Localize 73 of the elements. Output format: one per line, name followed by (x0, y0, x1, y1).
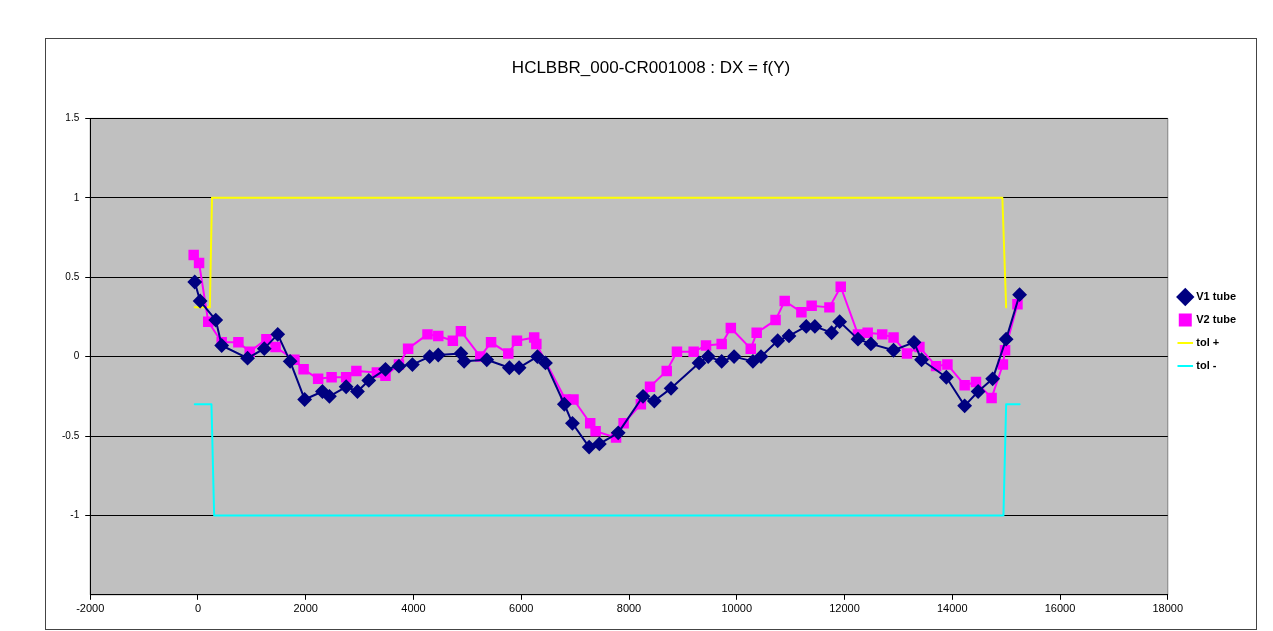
point (257, 341, 272, 356)
x-tick-label: 18000 (1152, 602, 1184, 615)
point (850, 332, 865, 347)
point (832, 314, 847, 329)
point (647, 394, 662, 409)
point (431, 348, 446, 363)
point (405, 357, 420, 372)
point (664, 381, 679, 396)
point (971, 384, 986, 399)
x-tick-label: 16000 (1044, 602, 1076, 615)
point (782, 328, 797, 343)
point (378, 362, 393, 377)
point (907, 335, 922, 350)
point (770, 333, 785, 348)
legend-label: V1 tube (1196, 290, 1236, 303)
point (611, 425, 626, 440)
point (361, 373, 376, 388)
point (479, 352, 494, 367)
point (985, 371, 1000, 386)
y-tick-label: 0 (73, 350, 80, 362)
point (701, 349, 716, 364)
point (208, 313, 223, 328)
point (512, 360, 527, 375)
y-tick-label: 1 (73, 191, 80, 203)
y-tick-label: 0.5 (65, 270, 80, 282)
legend-label: V2 tube (1196, 313, 1236, 326)
point (457, 354, 472, 369)
point (824, 325, 839, 340)
x-tick-label: 6000 (509, 602, 534, 615)
point (193, 294, 208, 309)
x-tick-label: 14000 (936, 602, 968, 615)
point (339, 379, 354, 394)
point (530, 349, 545, 364)
legend-label: tol + (1196, 336, 1220, 349)
point (939, 370, 954, 385)
point (914, 352, 929, 367)
point (350, 384, 365, 399)
y-tick-label: -0.5 (62, 429, 80, 441)
point (270, 327, 285, 342)
chart-title: HCLBBR_000-CR001008 : DX = f(Y) (511, 57, 791, 77)
y-tick-label: -1 (70, 509, 80, 521)
point (582, 440, 597, 455)
x-tick-label: 8000 (616, 602, 642, 615)
point (636, 389, 651, 404)
x-tick-label: 0 (194, 602, 202, 615)
point (863, 336, 878, 351)
point (1012, 287, 1027, 302)
point (538, 355, 553, 370)
point (592, 436, 607, 451)
legend-label: tol - (1196, 359, 1217, 372)
point (214, 338, 229, 353)
point (283, 354, 298, 369)
point (187, 274, 202, 289)
point (957, 398, 972, 413)
point (754, 349, 768, 364)
x-tick-label: 12000 (829, 602, 860, 615)
x-tick-label: 4000 (401, 602, 426, 615)
x-tick-label: -2000 (76, 602, 105, 615)
point (502, 360, 517, 375)
point (557, 397, 572, 412)
point (999, 332, 1014, 347)
point (322, 389, 337, 404)
point (391, 359, 406, 374)
point (565, 416, 580, 431)
y-tick-label: 1.5 (65, 112, 80, 124)
point (692, 355, 707, 370)
point (714, 354, 729, 369)
point (727, 349, 742, 364)
point (240, 351, 255, 366)
point (297, 392, 312, 407)
x-tick-label: 2000 (293, 602, 318, 615)
point (886, 343, 901, 358)
x-tick-label: 10000 (721, 602, 753, 615)
